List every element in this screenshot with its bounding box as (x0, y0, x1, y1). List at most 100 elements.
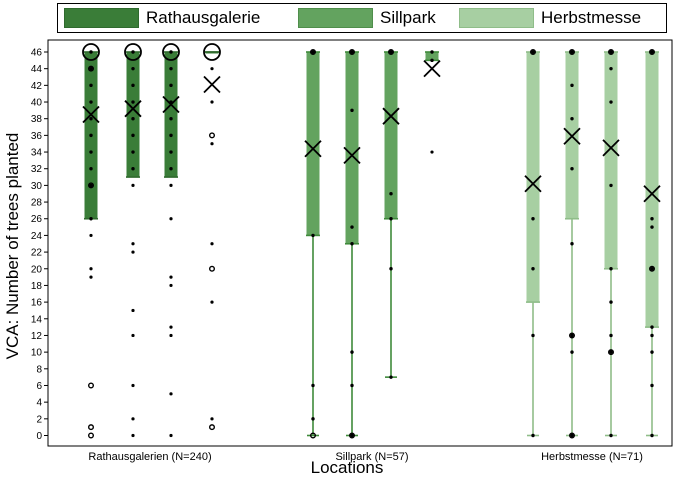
outlier-point (131, 308, 135, 313)
outlier-point (169, 275, 173, 279)
y-tick-label: 44 (31, 64, 43, 75)
box-herbstmesse-1 (524, 49, 542, 438)
outlier-point (169, 283, 173, 288)
data-point (169, 133, 173, 138)
data-point (650, 333, 654, 338)
y-tick-label: 14 (31, 314, 43, 325)
hollow-point (649, 49, 656, 56)
data-point (609, 333, 613, 338)
mean-marker (124, 100, 142, 118)
legend-swatch-rathausgalerie (64, 8, 139, 28)
mean-marker (524, 175, 542, 193)
data-point (650, 325, 654, 329)
y-tick-label: 18 (31, 281, 43, 292)
box-body (425, 52, 439, 61)
mean-marker (643, 185, 661, 203)
box-rathausgalerie-2 (124, 43, 142, 438)
data-point (169, 66, 173, 71)
x-group-label: Sillpark (N=57) (335, 451, 408, 463)
data-point (650, 383, 654, 388)
outlier-point (169, 392, 173, 396)
box-body (306, 52, 320, 236)
data-point (570, 433, 574, 438)
data-point (131, 150, 135, 154)
box-rathausgalerie-3 (162, 43, 180, 438)
legend-item-herbstmesse: Herbstmesse (459, 8, 641, 28)
hollow-point (608, 49, 615, 56)
outlier-point (131, 417, 135, 421)
y-tick-label: 26 (31, 214, 43, 225)
data-point (131, 133, 135, 138)
mean-marker (423, 60, 441, 78)
data-point (650, 217, 654, 221)
outlier-point (169, 433, 173, 438)
data-point (350, 108, 354, 113)
hollow-point (82, 43, 100, 61)
data-point (131, 66, 135, 71)
data-point (531, 433, 535, 438)
outlier-point (131, 333, 135, 338)
mean-marker (304, 140, 322, 158)
y-tick-label: 4 (36, 398, 42, 409)
data-point (570, 350, 574, 354)
data-point (131, 167, 135, 171)
outlier-point (169, 325, 173, 329)
data-point (570, 167, 574, 171)
mean-marker (203, 75, 221, 94)
hollow-point (87, 424, 94, 431)
data-point (531, 267, 535, 271)
mean-marker (82, 105, 100, 124)
box-herbstmesse-3 (602, 49, 620, 438)
y-tick-label: 16 (31, 298, 43, 309)
data-point (89, 133, 93, 138)
legend-item-rathausgalerie: Rathausgalerie (64, 8, 260, 28)
hollow-point (208, 265, 215, 272)
data-point (131, 100, 135, 104)
data-point (609, 66, 613, 71)
plot-marks (82, 43, 661, 439)
data-point (350, 433, 354, 438)
x-group-label: Herbstmesse (N=71) (541, 451, 643, 463)
data-point (650, 225, 654, 229)
hollow-point (530, 49, 537, 56)
data-point (570, 333, 574, 338)
y-tick-label: 0 (36, 431, 42, 442)
data-point (609, 50, 613, 54)
y-tick-label: 28 (31, 198, 43, 209)
data-point (609, 100, 613, 104)
outlier-point (169, 183, 173, 187)
data-point (531, 217, 535, 221)
data-point (609, 300, 613, 304)
y-tick-label: 32 (31, 164, 43, 175)
legend-swatch-sillpark (298, 8, 373, 28)
outlier-point (210, 417, 214, 421)
data-point (430, 50, 434, 54)
data-point (650, 350, 654, 354)
box-sillpark-3 (382, 49, 400, 379)
data-point (89, 150, 93, 154)
data-point (311, 233, 315, 238)
data-point (650, 267, 654, 271)
data-point (131, 83, 135, 88)
data-point (570, 83, 574, 88)
y-tick-label: 30 (31, 181, 43, 192)
data-point (389, 267, 393, 271)
outlier-point (89, 233, 93, 238)
outlier-point (169, 333, 173, 338)
outlier-point (210, 242, 214, 246)
outlier-point (210, 142, 214, 146)
box-body (604, 52, 618, 269)
data-point (311, 417, 315, 421)
legend: Rathausgalerie Sillpark Herbstmesse (57, 3, 667, 33)
data-point (350, 242, 354, 246)
data-point (430, 58, 434, 63)
plot-frame (47, 39, 673, 447)
box-sillpark-2 (343, 49, 361, 439)
data-point (89, 167, 93, 171)
box-herbstmesse-2 (563, 49, 581, 439)
hollow-point (349, 432, 356, 439)
box-sillpark-4 (423, 50, 441, 154)
hollow-point (310, 432, 317, 439)
outlier-point (89, 275, 93, 279)
